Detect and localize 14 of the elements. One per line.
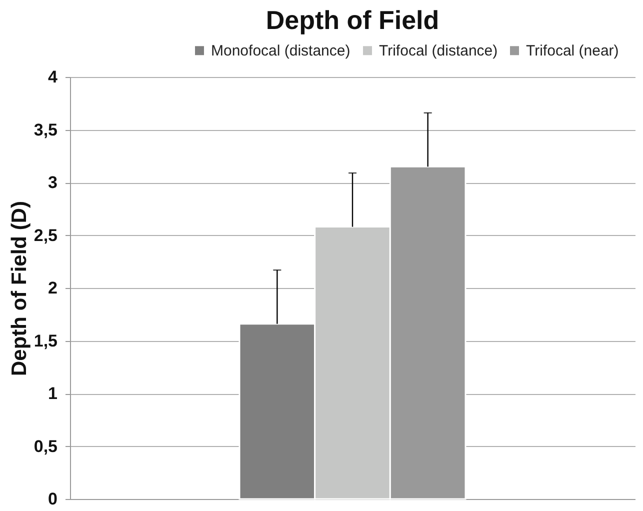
legend-label: Trifocal (distance) xyxy=(379,42,498,60)
y-tick-label: 0,5 xyxy=(34,436,58,456)
y-tick-label: 1 xyxy=(48,384,58,403)
y-tick-label: 0 xyxy=(48,490,58,508)
legend-label: Monofocal (distance) xyxy=(211,42,350,60)
legend-label: Trifocal (near) xyxy=(526,42,619,60)
y-tick-label: 2 xyxy=(48,278,58,298)
y-tick-label: 3,5 xyxy=(34,120,58,140)
y-axis-title: Depth of Field (D) xyxy=(8,201,31,376)
y-tick-label: 1,5 xyxy=(34,331,58,350)
y-tick-label: 4 xyxy=(48,68,58,86)
y-tick-label: 2,5 xyxy=(34,226,58,245)
chart-title: Depth of Field xyxy=(266,5,440,35)
y-tick-label: 3 xyxy=(48,173,58,192)
